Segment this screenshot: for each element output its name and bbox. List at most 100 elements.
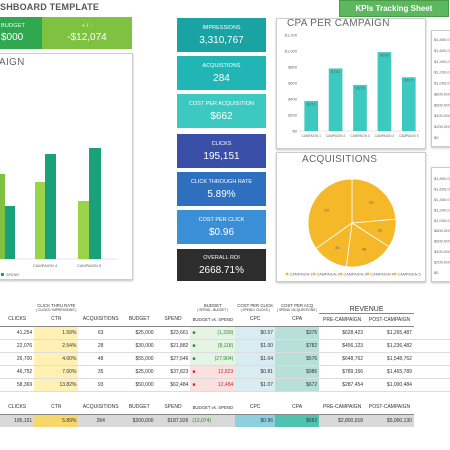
- cpa-ytick: $200: [288, 113, 298, 118]
- table-cell[interactable]: $62,484: [170, 381, 189, 388]
- table-cell[interactable]: $576: [275, 352, 320, 365]
- table-cell[interactable]: $1,465,789: [386, 368, 412, 375]
- table-cell[interactable]: 22,076: [16, 342, 33, 349]
- table-cell[interactable]: ■ 12,823: [190, 365, 236, 378]
- cpa-bar-label-3: $576: [356, 85, 366, 90]
- table-cell[interactable]: ■ (1,339): [190, 326, 236, 339]
- table-cell[interactable]: $25,000: [135, 368, 154, 375]
- column-header: PRE-CAMPAIGN: [319, 401, 366, 415]
- total-cell: 195,151: [0, 414, 35, 427]
- table-cell[interactable]: ■ (8,118): [190, 339, 236, 352]
- kpi-tile-5: COST PER CLICK $0.96: [177, 210, 266, 244]
- table-cell[interactable]: 93: [97, 381, 104, 388]
- pie-slice-5: [307, 178, 353, 250]
- table-cell[interactable]: $1,265,487: [386, 329, 412, 336]
- pie-label-3: 48: [362, 246, 367, 251]
- pie-legend-2: CAMPAIGN 2: [317, 273, 340, 277]
- column-header: CLICKS: [0, 313, 35, 327]
- dashboard-title: SHBOARD TEMPLATE: [0, 2, 100, 12]
- campaign-table: CLICK THRU RATE( CLICKS / IMPRESSIONS ) …: [0, 297, 450, 427]
- cpa-bar-2: [328, 68, 343, 131]
- table-cell[interactable]: $1,548,762: [386, 355, 412, 362]
- table-cell[interactable]: $50,000: [135, 381, 154, 388]
- revenue-ytick: $1,400,000: [434, 197, 450, 202]
- column-header: BUDGET vs. SPEND: [190, 313, 236, 327]
- cpa-bar-label-2: $782: [331, 69, 341, 74]
- table-cell[interactable]: ■ (27,904): [190, 352, 236, 365]
- table-cell[interactable]: 63: [97, 329, 104, 336]
- table-cell[interactable]: $672: [275, 378, 320, 391]
- revenue-ytick: $1,600,000: [434, 186, 450, 191]
- revenue-ytick: $800,000: [434, 228, 450, 233]
- table-cell[interactable]: $27,646: [170, 355, 189, 362]
- table-cell[interactable]: $21,882: [170, 342, 189, 349]
- cpa-chart-title: CPA PER CAMPAIGN: [287, 18, 390, 29]
- cpa-bar-label-4: $986: [380, 53, 390, 58]
- kpi-tracking-sheet-tab[interactable]: KPIs Tracking Sheet: [339, 0, 449, 17]
- table-cell[interactable]: $456,123: [342, 342, 364, 349]
- table-cell[interactable]: 48: [97, 355, 104, 362]
- revenue-chart-panel-partial: $1,800,000 $1,600,000 $1,400,000 $1,200,000…: [431, 30, 450, 147]
- cpa-cat-label-2: CAMPAIGN 2: [326, 134, 346, 138]
- column-header: ACQUISITIONS: [78, 313, 123, 327]
- column-header: PRE-CAMPAIGN: [319, 313, 366, 327]
- column-header: CTR: [34, 313, 79, 327]
- revenue-ytick: $1,400,000: [434, 59, 450, 64]
- table-cell[interactable]: 35: [97, 368, 104, 375]
- table-cell[interactable]: 28: [97, 342, 104, 349]
- table-cell[interactable]: $37,823: [170, 368, 189, 375]
- table-cell[interactable]: $0.81: [235, 365, 276, 378]
- bar-spend-c4: [45, 154, 56, 259]
- table-cell[interactable]: 13.82%: [34, 378, 79, 391]
- cpa-cat-label-4: CAMPAIGN 4: [375, 134, 395, 138]
- revenue-ytick: $1,600,000: [434, 48, 450, 53]
- pie-legend-5: CAMPAIGN 5: [398, 273, 421, 277]
- revenue-ytick: $400,000: [434, 113, 450, 118]
- table-row: 41,254 1.59% 63 $25,000 $23,661 ■ (1,339) $0.5…: [0, 326, 450, 339]
- table-cell[interactable]: 46,752: [16, 368, 33, 375]
- kpi-tile-4: CLICK THROUGH RATE 5.89%: [177, 172, 266, 206]
- table-cell[interactable]: $782: [275, 339, 320, 352]
- table-row: 26,700 4.00% 48 $55,000 $27,646 ■ (27,904) $1.…: [0, 352, 450, 365]
- table-cell[interactable]: $30,000: [135, 342, 154, 349]
- table-cell[interactable]: 58,369: [16, 381, 33, 388]
- table-cell[interactable]: $376: [275, 326, 320, 339]
- table-cell[interactable]: $1,000,484: [386, 381, 412, 388]
- cpa-bar-label-1: $376: [307, 101, 317, 106]
- table-cell[interactable]: $1.04: [235, 352, 276, 365]
- cpa-ytick: $600: [288, 81, 298, 86]
- table-cell[interactable]: ■ 12,484: [190, 378, 236, 391]
- pie-label-5: 93: [324, 207, 329, 212]
- table-cell[interactable]: $1.00: [235, 339, 276, 352]
- kpi-tile-value: 2668.71%: [198, 264, 245, 276]
- table-cell[interactable]: $986: [275, 365, 320, 378]
- table-cell[interactable]: 1.59%: [34, 326, 79, 339]
- table-cell[interactable]: $648,762: [342, 355, 364, 362]
- table-cell[interactable]: $1,236,482: [386, 342, 412, 349]
- table-cell[interactable]: $23,661: [170, 329, 189, 336]
- table-cell[interactable]: $287,454: [342, 381, 364, 388]
- table-cell[interactable]: $628,423: [342, 329, 364, 336]
- cpa-bar-5: [401, 77, 416, 131]
- revenue-chart-panel-partial-2: $1,800,000 $1,600,000 $1,400,000 $1,200,000…: [431, 167, 450, 282]
- column-header: SPEND: [155, 313, 191, 327]
- pie-slice-1: [351, 178, 397, 224]
- cpa-bar-label-5: $672: [404, 78, 414, 83]
- table-cell[interactable]: 2.54%: [34, 339, 79, 352]
- table-cell[interactable]: $55,000: [135, 355, 154, 362]
- revenue-ytick: $600,000: [434, 239, 450, 244]
- table-cell[interactable]: $0.57: [235, 326, 276, 339]
- table-cell[interactable]: $1.07: [235, 378, 276, 391]
- table-cell[interactable]: $789,156: [342, 368, 364, 375]
- total-cell: $187,926: [155, 414, 191, 427]
- cpa-bar-3: [353, 84, 367, 131]
- column-header: CPA: [275, 401, 320, 415]
- table-cell[interactable]: 26,700: [16, 355, 33, 362]
- table-cell[interactable]: $25,000: [135, 329, 154, 336]
- table-cell[interactable]: 4.00%: [34, 352, 79, 365]
- table-cell[interactable]: 7.00%: [34, 365, 79, 378]
- kpi-tile-3: CLICKS 195,151: [177, 134, 266, 168]
- kpi-tile-6: OVERALL ROI 2668.71%: [177, 249, 266, 281]
- table-row: 22,076 2.54% 28 $30,000 $21,882 ■ (8,118) $1.0…: [0, 339, 450, 352]
- table-cell[interactable]: 41,254: [16, 329, 33, 336]
